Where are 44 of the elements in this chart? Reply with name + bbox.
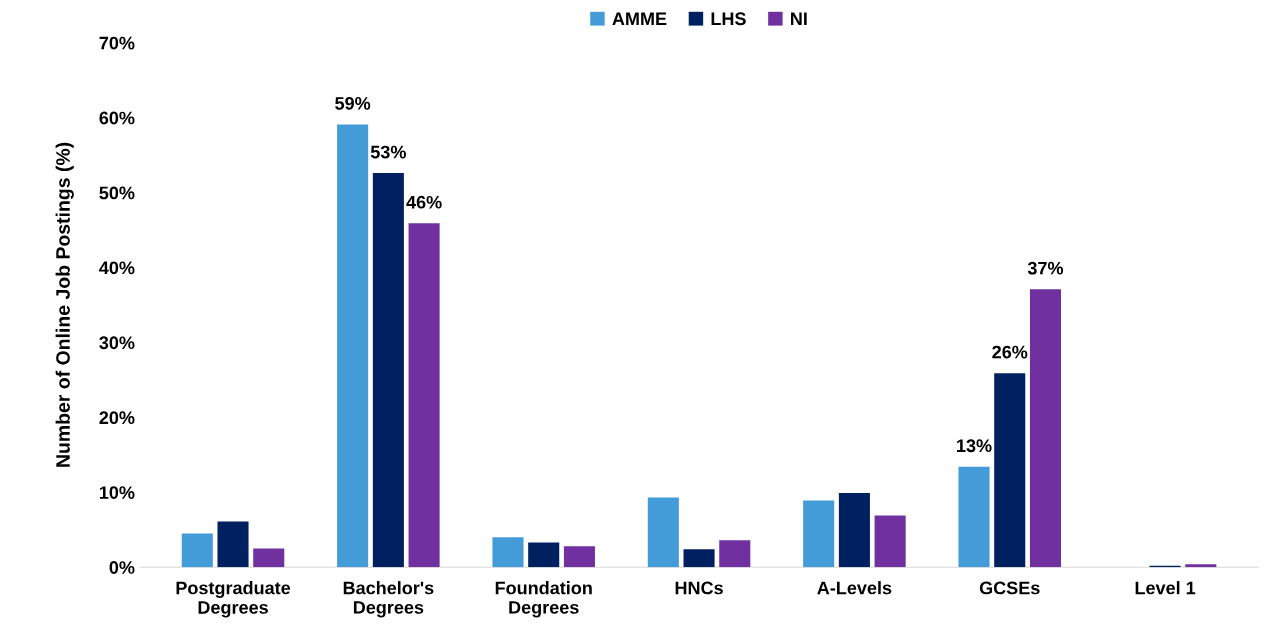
y-tick-label: 20%	[99, 411, 135, 425]
bar	[803, 500, 835, 568]
data-label: 46%	[406, 195, 442, 209]
y-tick-label: 10%	[99, 486, 135, 499]
legend-label: LHS	[711, 12, 746, 26]
y-tick-label: 70%	[99, 36, 135, 50]
bar	[181, 533, 213, 568]
bar	[958, 466, 990, 568]
y-tick-label: 50%	[99, 186, 135, 200]
x-tick-label: Level 1	[1135, 581, 1196, 595]
bar	[408, 223, 440, 568]
bar	[563, 546, 595, 568]
x-tick-label: A-Levels	[817, 581, 892, 595]
bar	[1185, 564, 1217, 568]
data-label: 59%	[335, 96, 371, 110]
x-tick-label: HNCs	[675, 581, 723, 595]
bar	[838, 493, 870, 568]
y-tick-label: 40%	[99, 261, 135, 275]
y-tick-label: 30%	[99, 336, 135, 350]
bar	[217, 521, 249, 568]
x-tick-label: Postgraduate Degrees	[176, 581, 291, 618]
bar	[874, 515, 906, 568]
bar	[372, 173, 404, 568]
data-label: 53%	[370, 145, 406, 159]
y-tick-label: 60%	[99, 111, 135, 125]
x-tick-label: GCSEs	[979, 581, 1040, 595]
y-tick-label: 0%	[109, 561, 135, 574]
bar	[1029, 289, 1061, 568]
bar	[994, 373, 1026, 568]
data-label: 26%	[992, 345, 1028, 359]
x-tick-label: Bachelor's Degrees	[343, 581, 434, 618]
y-axis-title: Number of Online Job Postings (%)	[55, 142, 74, 467]
bar	[683, 549, 715, 568]
data-label: 37%	[1027, 261, 1064, 275]
bar	[492, 537, 524, 568]
legend-label: NI	[791, 12, 807, 25]
bar	[647, 497, 679, 568]
bar	[253, 548, 285, 568]
data-label: 13%	[957, 439, 992, 453]
x-tick-label: Foundation Degrees	[495, 581, 592, 618]
bar	[528, 542, 560, 568]
bar	[337, 124, 369, 568]
legend-label: AMME	[612, 12, 667, 25]
bar	[719, 540, 751, 568]
